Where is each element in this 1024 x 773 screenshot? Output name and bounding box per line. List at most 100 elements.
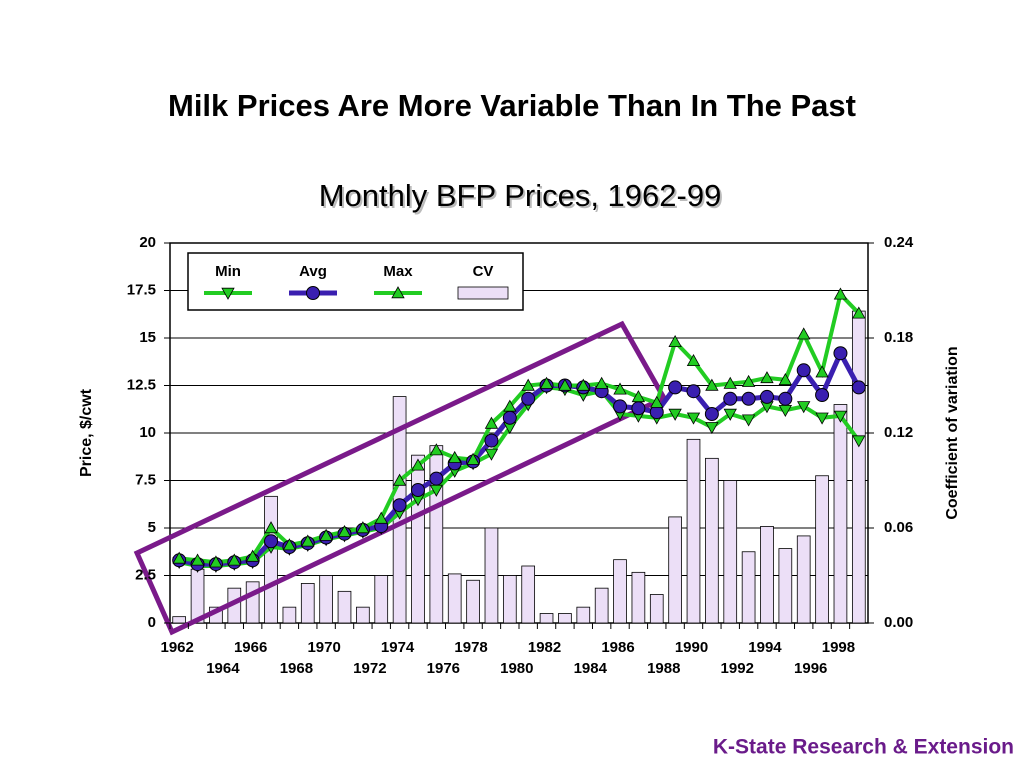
x-tick-label: 1978 <box>454 639 487 656</box>
x-tick-label: 1992 <box>721 660 754 677</box>
marker <box>723 408 737 421</box>
legend-label: Max <box>383 263 413 280</box>
bar <box>447 573 462 624</box>
marker <box>484 433 499 448</box>
marker <box>429 443 444 456</box>
legend-label: Min <box>215 263 241 280</box>
marker <box>484 416 499 429</box>
bar <box>613 559 627 624</box>
bar <box>705 457 719 624</box>
bar <box>245 581 260 624</box>
bar <box>741 551 756 624</box>
bar <box>668 516 682 624</box>
bar <box>558 613 572 624</box>
marker <box>741 391 756 406</box>
marker <box>172 551 186 564</box>
marker <box>392 473 407 486</box>
marker <box>227 553 241 566</box>
bar <box>686 438 701 624</box>
line <box>178 290 861 565</box>
marker <box>668 408 682 421</box>
marker <box>613 399 628 414</box>
marker <box>833 287 848 300</box>
x-tick-label: 1990 <box>675 639 708 656</box>
bar <box>411 454 425 624</box>
marker <box>521 378 535 391</box>
marker <box>797 327 811 340</box>
x-tick-label: 1994 <box>748 639 782 656</box>
marker <box>466 452 480 465</box>
chart-subtitle: Monthly BFP Prices, 1962-99 <box>319 178 722 213</box>
y-tick-label: 7.5 <box>135 471 156 488</box>
line <box>178 347 862 567</box>
x-tick-label: 1974 <box>381 639 415 656</box>
marker <box>815 365 829 378</box>
x-tick-label: 1988 <box>647 660 680 677</box>
marker <box>558 378 572 391</box>
y2-tick-label: 0.24 <box>884 234 914 251</box>
marker <box>852 435 866 448</box>
bar <box>723 480 738 624</box>
bar <box>190 568 205 624</box>
marker <box>778 391 793 406</box>
y2-tick-label: 0.18 <box>884 329 913 346</box>
marker <box>429 471 444 486</box>
x-tick-label: 1976 <box>427 660 460 677</box>
marker <box>411 458 425 471</box>
marker <box>521 391 536 406</box>
marker <box>741 414 756 427</box>
x-tick-label: 1972 <box>353 660 386 677</box>
x-tick-label: 1986 <box>601 639 634 656</box>
x-tick-label: 1996 <box>794 660 827 677</box>
marker <box>264 534 279 549</box>
bar <box>374 575 389 624</box>
marker <box>631 401 646 416</box>
y-tick-label: 0 <box>148 614 156 631</box>
marker <box>741 374 756 387</box>
marker <box>264 521 278 534</box>
legend-marker <box>391 286 405 299</box>
marker <box>759 389 774 404</box>
bar <box>815 475 829 624</box>
marker <box>668 334 682 347</box>
bar <box>833 404 848 624</box>
x-tick-label: 1984 <box>574 660 608 677</box>
marker <box>410 483 425 497</box>
marker <box>778 372 793 385</box>
marker <box>668 380 683 395</box>
marker <box>484 448 499 461</box>
bar <box>649 594 664 624</box>
marker <box>301 534 315 547</box>
legend-box <box>187 252 524 311</box>
marker <box>448 450 462 463</box>
legend-label: CV <box>473 263 494 280</box>
bar <box>594 587 609 624</box>
x-tick-label: 1962 <box>160 639 193 656</box>
highlight-shape <box>133 320 668 636</box>
marker <box>374 511 388 524</box>
bar <box>851 310 866 624</box>
marker <box>686 412 701 425</box>
bar <box>484 527 499 624</box>
marker <box>851 380 866 395</box>
marker <box>833 410 848 423</box>
marker <box>705 422 719 435</box>
marker <box>190 553 205 566</box>
bar <box>319 575 333 624</box>
y-tick-label: 17.5 <box>127 281 156 298</box>
legend-marker <box>306 286 320 300</box>
y-tick-label: 20 <box>139 234 156 251</box>
bar <box>300 583 315 624</box>
marker <box>723 391 738 406</box>
bar <box>760 526 774 624</box>
legend-label: Avg <box>299 263 327 280</box>
bar <box>172 616 187 624</box>
bar <box>576 606 591 624</box>
y2-tick-label: 0.06 <box>884 519 913 536</box>
marker <box>502 410 517 425</box>
marker <box>704 407 719 421</box>
x-tick-label: 1982 <box>528 639 561 656</box>
chart-subtitle-shadow: Monthly BFP Prices, 1962-99 <box>321 180 724 215</box>
marker <box>576 378 590 391</box>
